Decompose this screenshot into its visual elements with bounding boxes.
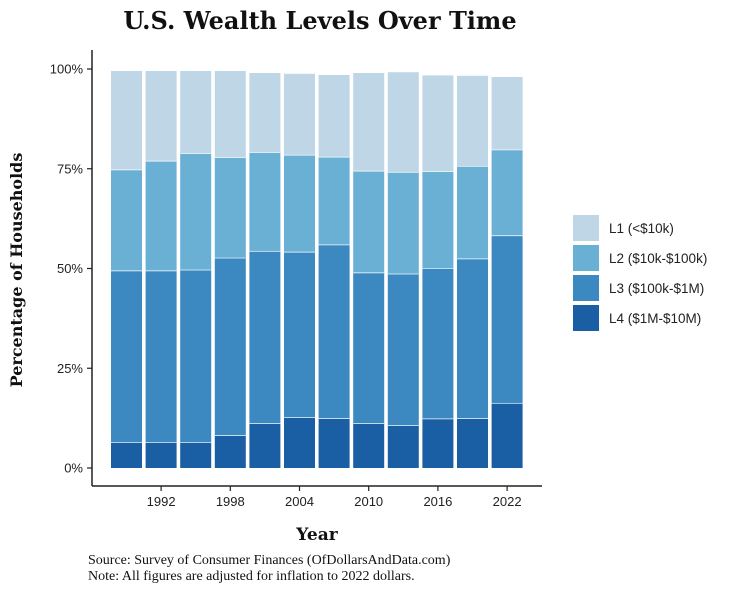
bar-segment-1995-s1 <box>180 269 212 443</box>
legend-swatch <box>573 215 599 241</box>
bar-segment-1995-s0 <box>180 442 212 468</box>
x-tick-label: 2010 <box>354 494 383 509</box>
bar-segment-2001-s2 <box>249 151 281 251</box>
bar-segment-2001-s0 <box>249 423 281 468</box>
bar-segment-1998-s0 <box>214 435 246 468</box>
y-tick-label: 100% <box>50 62 84 77</box>
bar-segment-1989-s1 <box>111 270 142 443</box>
bar-segment-1998-s1 <box>214 257 246 436</box>
bar-segment-2019-s2 <box>457 165 488 259</box>
axes-group: 0% 25% 50% 75% 100% 1992 1998 2004 2010 2016 2022 Y… <box>7 50 542 545</box>
bars-group <box>111 70 523 468</box>
bar-segment-2022-s1 <box>491 235 523 403</box>
bar-segment-1989-s3 <box>111 70 142 170</box>
legend-group: L1 (<$10k) L2 ($10k-$100k) L3 ($100k-$1M) L… <box>573 215 707 331</box>
bar-segment-2019-s0 <box>457 418 488 468</box>
bar-segment-2004-s1 <box>284 251 315 418</box>
note-caption: Note: All figures are adjusted for infla… <box>88 569 415 584</box>
bar-segment-2016-s3 <box>422 75 454 172</box>
legend-swatch <box>573 245 599 271</box>
bar-segment-1992-s0 <box>145 442 177 468</box>
bar-segment-1995-s2 <box>180 153 212 270</box>
x-tick-label: 1998 <box>216 494 245 509</box>
bar-segment-2004-s0 <box>284 417 315 468</box>
bar-segment-2010-s1 <box>353 272 385 424</box>
bar-segment-2007-s2 <box>318 156 350 245</box>
bar-segment-2007-s0 <box>318 418 350 468</box>
bar-segment-2001-s3 <box>249 72 281 152</box>
bar-segment-1992-s2 <box>145 160 177 271</box>
bar-segment-2016-s0 <box>422 418 454 468</box>
legend-swatch <box>573 275 599 301</box>
legend-label: L4 ($1M-$10M) <box>609 311 701 326</box>
legend-swatch <box>573 305 599 331</box>
bar-segment-1992-s1 <box>145 270 177 443</box>
legend-label: L1 (<$10k) <box>609 221 674 236</box>
bar-segment-1992-s3 <box>145 70 177 161</box>
bar-segment-2022-s3 <box>491 76 523 150</box>
bar-segment-2019-s1 <box>457 258 488 419</box>
bar-segment-2013-s1 <box>387 273 419 426</box>
chart-title: U.S. Wealth Levels Over Time <box>123 6 517 35</box>
bar-segment-2022-s2 <box>491 149 523 236</box>
y-tick-label: 0% <box>64 461 83 476</box>
bar-segment-2013-s2 <box>387 171 419 274</box>
bar-segment-2016-s2 <box>422 171 454 269</box>
bar-segment-1989-s0 <box>111 442 142 468</box>
bar-segment-2013-s3 <box>387 72 419 172</box>
y-axis-title: Percentage of Households <box>7 153 26 388</box>
x-tick-label: 2022 <box>493 494 522 509</box>
legend-label: L2 ($10k-$100k) <box>609 251 707 266</box>
bar-segment-2016-s1 <box>422 268 454 419</box>
bar-segment-2001-s1 <box>249 250 281 424</box>
legend-label: L3 ($100k-$1M) <box>609 281 704 296</box>
x-tick-label: 1992 <box>147 494 176 509</box>
x-tick-label: 2016 <box>423 494 452 509</box>
bar-segment-2022-s0 <box>491 402 523 468</box>
bar-segment-2004-s3 <box>284 73 315 155</box>
bar-segment-2010-s0 <box>353 423 385 468</box>
y-tick-label: 25% <box>57 361 83 376</box>
source-caption: Source: Survey of Consumer Finances (OfD… <box>88 553 451 568</box>
bar-segment-1998-s3 <box>214 70 246 158</box>
bar-segment-1989-s2 <box>111 169 142 271</box>
bar-segment-2004-s2 <box>284 154 315 252</box>
x-tick-label: 2004 <box>285 494 314 509</box>
x-axis-title: Year <box>295 525 338 545</box>
bar-segment-2013-s0 <box>387 425 419 468</box>
y-tick-label: 50% <box>57 261 83 276</box>
bar-segment-2010-s2 <box>353 170 385 273</box>
bar-segment-1998-s2 <box>214 157 246 258</box>
bar-segment-2019-s3 <box>457 75 488 166</box>
bar-segment-2007-s1 <box>318 244 350 419</box>
bar-segment-2007-s3 <box>318 74 350 157</box>
bar-segment-2010-s3 <box>353 72 385 171</box>
bar-segment-1995-s3 <box>180 70 212 154</box>
y-tick-label: 75% <box>57 161 83 176</box>
